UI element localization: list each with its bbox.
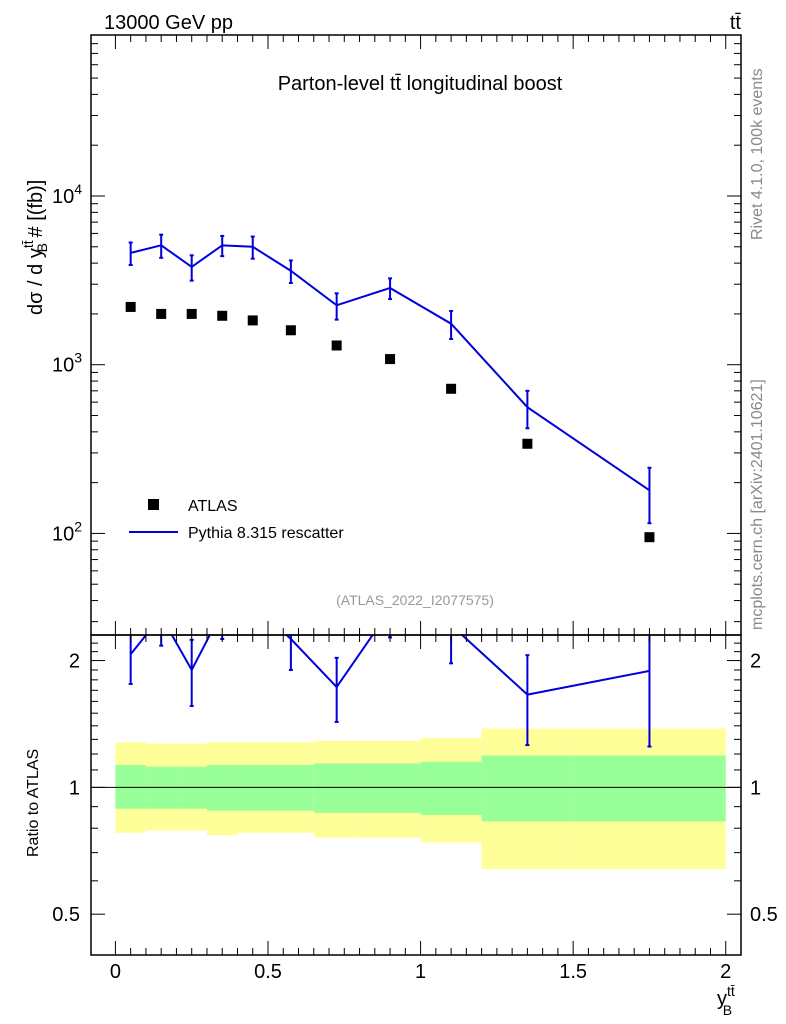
x-tick-label: 2 xyxy=(720,961,731,983)
atlas-point xyxy=(522,438,533,449)
main-panel xyxy=(125,233,655,543)
ratio-y-tick-label-left: 0.5 xyxy=(52,904,80,926)
ratio-y-tick-label-left: 1 xyxy=(69,777,80,799)
plot-area xyxy=(125,233,655,748)
main-frame xyxy=(90,34,742,636)
atlas-point xyxy=(385,354,396,365)
ratio-band-inner xyxy=(237,765,268,811)
ratio-band-inner xyxy=(481,755,574,822)
ratio-y-tick-label-left: 2 xyxy=(69,651,80,673)
atlas-point xyxy=(125,301,136,312)
x-tick-label: 1 xyxy=(415,961,426,983)
atlas-point xyxy=(331,340,342,351)
ratio-band-inner xyxy=(359,763,421,813)
atlas-point xyxy=(186,308,197,319)
atlas-point xyxy=(156,308,167,319)
atlas-point xyxy=(644,532,655,543)
ratio-pythia-line xyxy=(129,635,650,696)
mcplots-label: mcplots.cern.ch [arXiv:2401.10621] xyxy=(749,379,766,630)
process-label: tt̄ xyxy=(730,12,742,34)
x-tick-label: 1.5 xyxy=(559,961,587,983)
x-axis-title: ytt̄ B xyxy=(717,983,735,1018)
ratio-uncertainty-bands xyxy=(91,728,741,870)
legend-atlas-label: ATLAS xyxy=(188,498,238,515)
ratio-y-tick-label-right: 1 xyxy=(750,777,761,799)
ratio-band-inner xyxy=(267,765,314,811)
main-y-tick-label: 103 xyxy=(52,350,82,377)
legend-pythia-label: Pythia 8.315 rescatter xyxy=(188,525,344,542)
ratio-band-inner xyxy=(313,763,360,813)
legend-atlas-marker xyxy=(148,499,159,510)
analysis-label: (ATLAS_2022_I2077575) xyxy=(336,592,494,608)
axes: 102 103 104 0.5 0.5 1 1 2 2 0 0.5 1 1.5 2 xyxy=(52,34,778,983)
energy-label: 13000 GeV pp xyxy=(104,12,233,34)
chart-title: Parton-level tt̄ longitudinal boost xyxy=(278,73,563,95)
main-y-axis-title: dσ / d ytt̄B # [(fb)] xyxy=(20,180,50,315)
ratio-y-tick-label-right: 2 xyxy=(750,651,761,673)
x-tick-label: 0 xyxy=(110,961,121,983)
ratio-y-axis-title: Ratio to ATLAS xyxy=(25,749,42,857)
ratio-y-tick-label-right: 0.5 xyxy=(750,904,778,926)
atlas-point xyxy=(446,383,457,394)
ratio-band-inner xyxy=(573,755,726,822)
rivet-label: Rivet 4.1.0, 100k events xyxy=(749,68,766,240)
x-tick-label: 0.5 xyxy=(254,961,282,983)
atlas-point xyxy=(217,310,228,321)
main-y-tick-label: 102 xyxy=(52,518,82,545)
ratio-band-inner xyxy=(420,761,482,815)
ratio-band-inner xyxy=(115,765,146,809)
atlas-point xyxy=(285,325,296,336)
ratio-band-inner xyxy=(206,765,238,811)
ratio-frame xyxy=(90,634,742,956)
atlas-point xyxy=(247,315,258,326)
main-y-tick-label: 104 xyxy=(52,181,82,208)
legend: ATLAS Pythia 8.315 rescatter xyxy=(129,498,344,542)
